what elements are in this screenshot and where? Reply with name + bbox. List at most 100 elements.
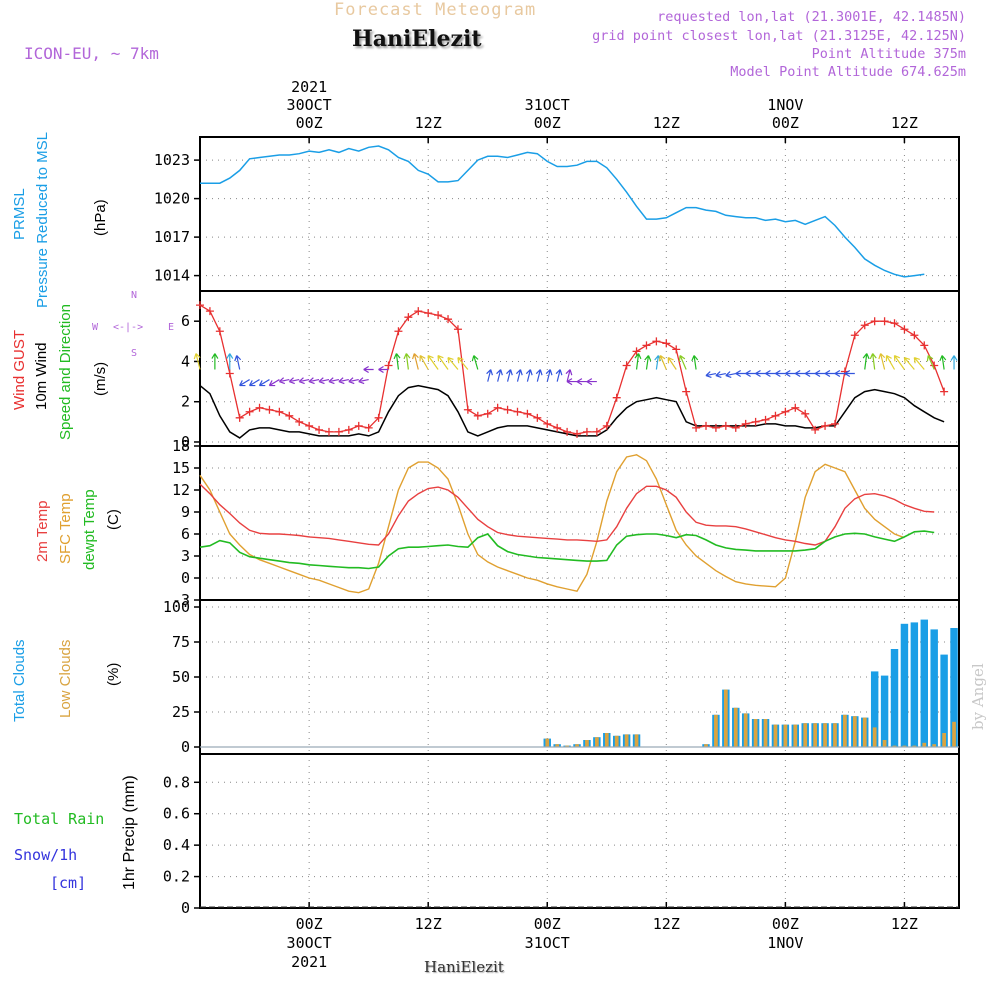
gust-marker <box>731 423 740 432</box>
model-label: ICON-EU, ~ 7km <box>24 44 159 63</box>
wind-direction-arrow <box>248 379 260 387</box>
bottom-time-label: 00Z <box>534 915 561 933</box>
wind-gust-line <box>199 304 945 435</box>
wind-direction-arrow <box>814 370 826 378</box>
wind-direction-arrow <box>824 370 835 378</box>
y-tick-label: 100 <box>163 598 190 616</box>
low-cloud-bar <box>723 689 728 747</box>
y-tick-label: 15 <box>172 459 190 477</box>
bottom-year-label: 2021 <box>291 953 327 971</box>
gust-marker <box>830 419 839 428</box>
wind-direction-arrow <box>794 370 806 378</box>
wind-direction-arrow <box>545 369 553 382</box>
top-time-label: 12Z <box>415 114 442 132</box>
wind-direction-arrow <box>447 356 459 370</box>
wind-direction-arrow <box>566 378 578 386</box>
low-cloud-bar <box>882 740 887 747</box>
wind-direction-arrow <box>784 370 796 378</box>
gust-marker <box>582 427 591 436</box>
gust-marker <box>751 417 760 426</box>
gust-marker <box>444 315 453 324</box>
low-cloud-bar <box>555 744 560 747</box>
wind-direction-arrow <box>634 353 642 370</box>
y-tick-label: 6 <box>181 312 190 330</box>
total-cloud-bar <box>900 623 909 747</box>
gust-marker <box>295 417 304 426</box>
wind-direction-arrow <box>765 370 776 378</box>
wind-direction-arrow <box>725 371 736 379</box>
wind-direction-arrow <box>878 353 886 370</box>
wind-direction-arrow <box>804 370 816 378</box>
wind-direction-arrow <box>412 353 419 370</box>
gust-marker <box>940 387 949 396</box>
y-tick-label: 6 <box>181 525 190 543</box>
wind-direction-arrow <box>496 369 503 382</box>
low-cloud-bar <box>614 735 619 747</box>
gust-marker <box>702 421 710 430</box>
gust-marker <box>424 309 433 318</box>
gust-marker <box>354 421 363 430</box>
y-tick-label: 0.8 <box>163 773 190 791</box>
gust-marker <box>473 411 482 420</box>
gust-marker <box>196 301 204 310</box>
gust-marker <box>364 423 373 432</box>
gust-marker <box>533 413 542 422</box>
low-cloud-bar <box>852 716 857 747</box>
low-cloud-bar <box>585 740 589 747</box>
gust-marker <box>563 427 572 436</box>
wind-direction-arrow <box>658 355 667 370</box>
compass-ew-arrow: <-|-> <box>113 322 143 333</box>
gust-marker <box>305 421 314 430</box>
total-cloud-bar <box>950 628 958 747</box>
y-tick-label: 25 <box>172 703 190 721</box>
total-cloud-bar <box>910 622 919 747</box>
wind-direction-arrow <box>678 355 687 370</box>
gust-marker <box>553 423 562 432</box>
gust-marker <box>870 317 879 326</box>
wind-dir-label: Speed and Direction <box>57 304 74 440</box>
low-cloud-bar <box>922 742 927 747</box>
compass-w: W <box>92 322 99 333</box>
wind-direction-arrow <box>667 356 677 370</box>
dew-label: dewpt Temp <box>81 489 98 570</box>
low-cloud-bar <box>575 744 579 747</box>
gust-marker <box>771 411 780 420</box>
top-time-label: 00Z <box>772 114 799 132</box>
wind-unit: (m/s) <box>92 362 109 396</box>
wind-direction-arrow <box>735 370 746 378</box>
panel-frame-pressure <box>199 136 960 292</box>
gust-marker <box>275 407 284 416</box>
wind-direction-arrow <box>775 370 786 378</box>
low-cloud-bar <box>932 744 937 747</box>
gust-marker <box>612 393 621 402</box>
requested-coords: requested lon,lat (21.3001E, 42.1485N) <box>657 9 966 25</box>
watermark: by Angel <box>969 663 987 730</box>
low-cloud-bar <box>892 745 897 747</box>
t2m-label: 2m Temp <box>34 501 51 562</box>
wind-direction-arrow <box>515 369 523 382</box>
gust-marker <box>394 327 403 336</box>
low-cloud-bar <box>604 733 609 747</box>
gust-marker <box>781 407 790 416</box>
bottom-time-label: 12Z <box>415 915 442 933</box>
wind-direction-arrow <box>644 355 652 370</box>
y-tick-label: -3 <box>172 591 190 609</box>
bottom-time-label: 12Z <box>653 915 680 933</box>
wind-direction-arrow <box>393 353 401 370</box>
gust-marker <box>205 307 214 316</box>
wind-10m-label: 10m Wind <box>33 342 50 410</box>
wind-direction-arrow <box>211 353 219 370</box>
gust-marker <box>523 409 532 418</box>
low-cloud-bar <box>733 707 738 747</box>
gust-marker <box>463 405 472 414</box>
rain-label: Total Rain <box>14 810 104 828</box>
y-tick-label: 1020 <box>154 190 190 208</box>
pressure-unit: (hPa) <box>92 199 109 236</box>
wind-direction-arrow <box>258 379 270 387</box>
top-year-label: 2021 <box>291 78 327 96</box>
wind-direction-arrow <box>226 353 234 370</box>
total-cloud-bar <box>870 671 879 747</box>
wind-direction-arrow <box>288 377 300 385</box>
gust-marker <box>890 319 899 328</box>
wind-direction-arrow <box>555 369 563 382</box>
